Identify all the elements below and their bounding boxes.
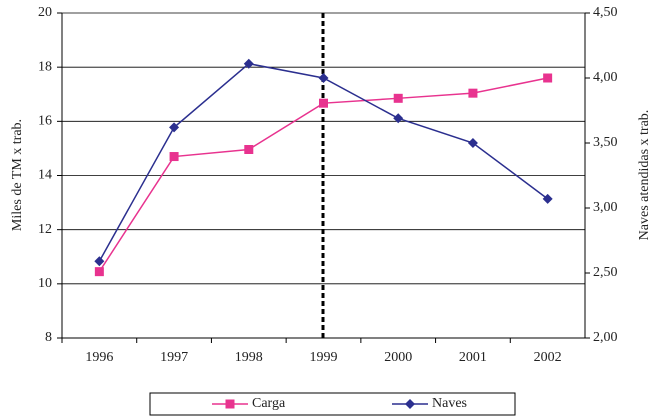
data-point: [318, 73, 329, 83]
y-tick-label: 14: [38, 168, 52, 183]
data-point: [468, 88, 478, 98]
data-point: [543, 73, 553, 83]
data-point: [319, 98, 328, 108]
x-tick-label: 2001: [459, 350, 487, 365]
data-point: [393, 113, 404, 124]
x-tick-label: 2002: [534, 350, 562, 365]
y2-tick-label: 4,50: [593, 5, 618, 20]
legend-marker: [405, 399, 415, 409]
data-point: [169, 122, 180, 133]
x-tick-label: 1999: [310, 350, 338, 365]
y-tick-label: 8: [45, 330, 52, 345]
data-point: [94, 256, 105, 267]
data-point: [393, 93, 403, 103]
y2-tick-label: 2,00: [593, 330, 618, 345]
legend-label: Naves: [432, 396, 467, 411]
data-point: [244, 145, 254, 154]
data-point: [243, 58, 254, 69]
y2-tick-label: 4,00: [593, 70, 618, 85]
data-point: [542, 193, 553, 204]
x-tick-label: 2000: [384, 350, 412, 365]
legend-label: Carga: [252, 396, 286, 411]
y-axis-label: Miles de TM x trab.: [10, 119, 25, 231]
y-tick-label: 16: [38, 114, 52, 129]
y2-tick-label: 2,50: [593, 265, 618, 280]
data-point: [169, 152, 179, 162]
legend-marker: [225, 399, 235, 409]
y-tick-label: 10: [38, 276, 52, 291]
y2-tick-label: 3,50: [593, 135, 618, 150]
y-tick-label: 18: [38, 59, 52, 74]
x-tick-label: 1996: [85, 350, 113, 365]
y2-tick-label: 3,00: [593, 200, 618, 215]
y2-axis-label: Naves atendidas x trab.: [637, 110, 652, 241]
x-tick-label: 1997: [160, 350, 188, 365]
y-tick-label: 20: [38, 5, 52, 20]
x-tick-label: 1998: [235, 350, 263, 365]
data-point: [94, 267, 104, 277]
legend-box: [149, 392, 516, 416]
y-tick-label: 12: [38, 222, 52, 237]
data-point: [467, 138, 478, 148]
